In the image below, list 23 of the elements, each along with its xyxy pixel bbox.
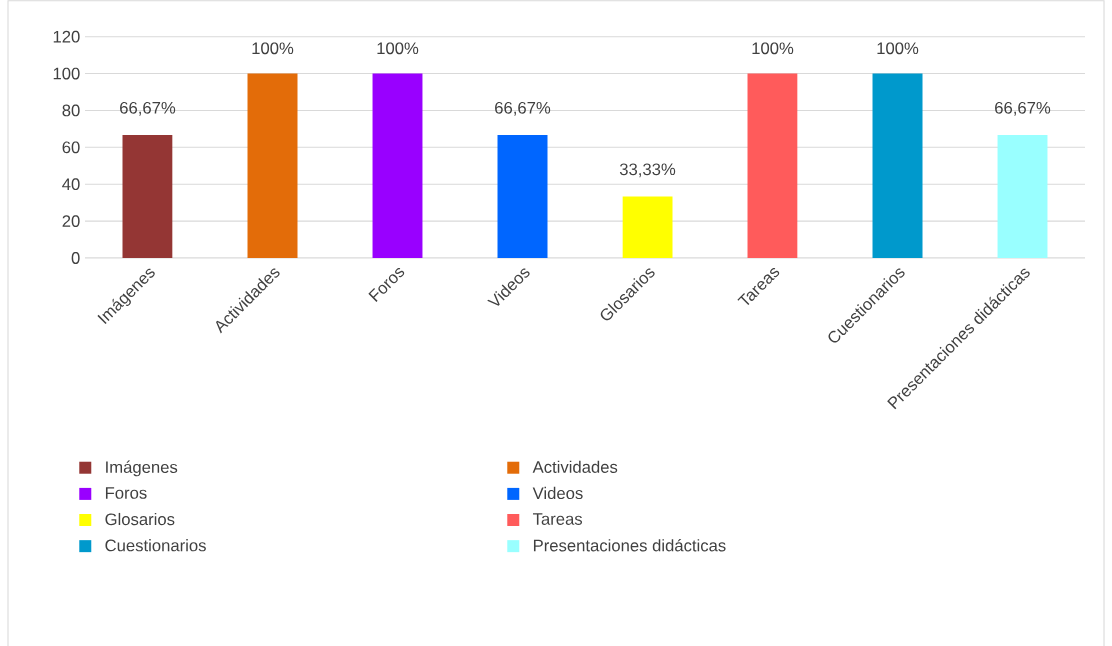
data-label: 100%	[252, 42, 294, 55]
legend-label: Cuestionarios	[105, 539, 206, 552]
legend-label: Glosarios	[105, 512, 175, 526]
legend-label: Actividades	[532, 460, 618, 473]
y-tick-label: 20	[62, 215, 80, 228]
data-label: 100%	[377, 42, 419, 55]
y-tick-label: 40	[62, 178, 80, 191]
legend-label: Videos	[532, 486, 583, 500]
data-label: 66,67%	[495, 101, 551, 116]
data-label: 66,67%	[120, 101, 176, 116]
data-label: 100%	[877, 42, 919, 55]
y-tick-label: 100	[53, 67, 80, 80]
legend-label: Presentaciones didácticas	[533, 539, 726, 552]
y-tick-label: 80	[62, 104, 80, 117]
data-label: 100%	[752, 42, 794, 55]
data-label: 66,67%	[995, 101, 1051, 116]
legend-label: Tareas	[532, 513, 583, 525]
legend-label: Foros	[105, 487, 147, 499]
legend-label: Imágenes	[106, 460, 178, 477]
y-tick-label: 120	[53, 30, 80, 43]
data-label: 33,33%	[619, 163, 676, 178]
y-tick-label: 0	[71, 252, 80, 264]
y-tick-label: 60	[62, 141, 80, 154]
